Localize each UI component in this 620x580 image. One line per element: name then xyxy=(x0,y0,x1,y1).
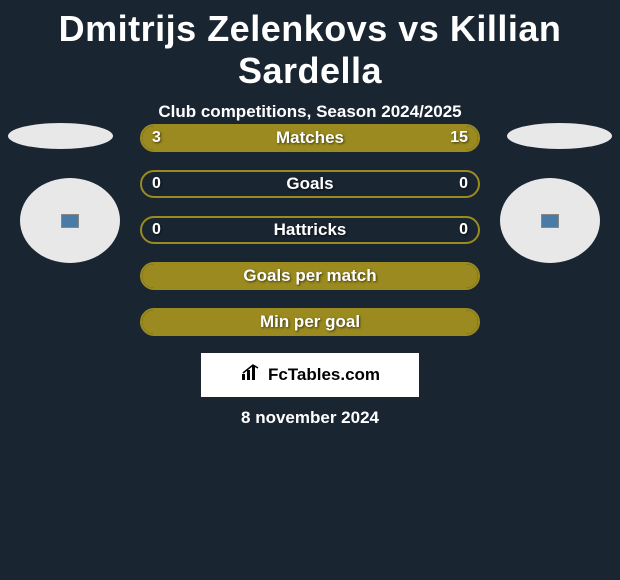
stat-row: Goals per match xyxy=(140,262,480,290)
club-crest-icon xyxy=(541,214,559,228)
stats-container: 315Matches 00Goals 00Hattricks Goals per ma… xyxy=(140,124,480,336)
stat-label: Goals per match xyxy=(142,264,478,288)
club-crest-icon xyxy=(61,214,79,228)
fctables-logo[interactable]: FcTables.com xyxy=(201,353,419,397)
chart-icon xyxy=(240,364,262,387)
stat-label: Min per goal xyxy=(142,310,478,334)
player2-club-badge xyxy=(500,178,600,263)
stat-row: Min per goal xyxy=(140,308,480,336)
page-title: Dmitrijs Zelenkovs vs Killian Sardella xyxy=(0,0,620,92)
stat-row: 00Goals xyxy=(140,170,480,198)
stat-row: 315Matches xyxy=(140,124,480,152)
stat-label: Hattricks xyxy=(142,218,478,242)
date-label: 8 november 2024 xyxy=(0,408,620,428)
player1-country-flag xyxy=(8,123,113,149)
logo-text: FcTables.com xyxy=(268,365,380,385)
player2-country-flag xyxy=(507,123,612,149)
player1-club-badge xyxy=(20,178,120,263)
stat-label: Goals xyxy=(142,172,478,196)
stat-row: 00Hattricks xyxy=(140,216,480,244)
subtitle: Club competitions, Season 2024/2025 xyxy=(0,102,620,122)
stat-label: Matches xyxy=(142,126,478,150)
